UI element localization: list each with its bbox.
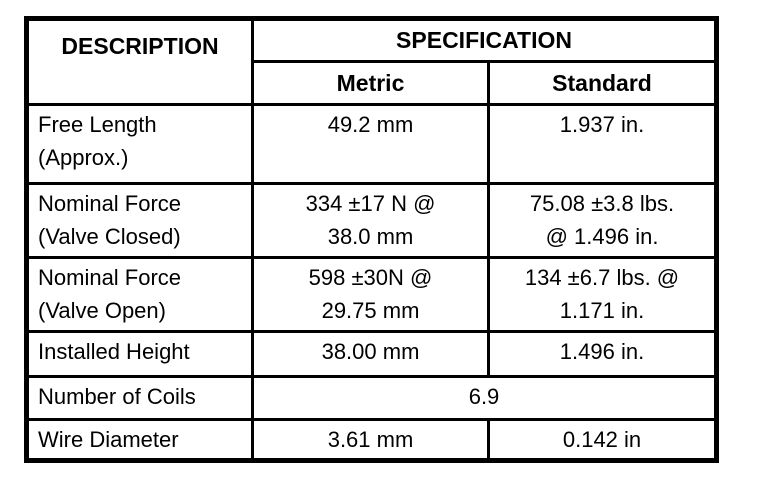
standard-value: 1.496 in. [486, 330, 719, 378]
table-row-free-length: Free Length (Approx.) 49.2 mm 1.937 in. [25, 103, 719, 185]
header-row-1: DESCRIPTION SPECIFICATION [25, 17, 719, 106]
specification-table: DESCRIPTION SPECIFICATION Metric Standar… [24, 16, 720, 463]
row-description: Nominal Force (Valve Open) [25, 256, 254, 333]
row-description: Number of Coils [25, 375, 254, 421]
row-description: Installed Height [25, 330, 254, 378]
table-row-installed-height: Installed Height 38.00 mm 1.496 in. [25, 330, 719, 378]
header-metric: Metric [251, 60, 490, 106]
header-row-2: Metric Standard [27, 60, 719, 106]
row-description: Wire Diameter [25, 418, 254, 462]
table-row-nominal-force-closed: Nominal Force (Valve Closed) 334 ±17 N @… [25, 182, 719, 259]
header-standard: Standard [486, 60, 719, 106]
header-specification: SPECIFICATION [250, 17, 719, 63]
table-row-nominal-force-open: Nominal Force (Valve Open) 598 ±30N @ 29… [25, 256, 719, 333]
header-description: DESCRIPTION [25, 17, 254, 106]
metric-value: 38.00 mm [251, 330, 490, 378]
metric-value: 334 ±17 N @ 38.0 mm [251, 182, 490, 259]
standard-value: 0.142 in [486, 418, 719, 462]
row-description: Nominal Force (Valve Closed) [25, 182, 254, 259]
spanned-value: 6.9 [250, 375, 719, 421]
row-description: Free Length (Approx.) [25, 103, 254, 185]
metric-value: 3.61 mm [251, 418, 490, 462]
standard-value: 134 ±6.7 lbs. @ 1.171 in. [486, 256, 719, 333]
standard-value: 1.937 in. [486, 103, 719, 185]
metric-value: 598 ±30N @ 29.75 mm [251, 256, 490, 333]
standard-value: 75.08 ±3.8 lbs. @ 1.496 in. [486, 182, 719, 259]
table-row-wire-diameter: Wire Diameter 3.61 mm 0.142 in [25, 418, 719, 462]
metric-value: 49.2 mm [251, 103, 490, 185]
table-row-number-of-coils: Number of Coils 6.9 [25, 375, 719, 421]
